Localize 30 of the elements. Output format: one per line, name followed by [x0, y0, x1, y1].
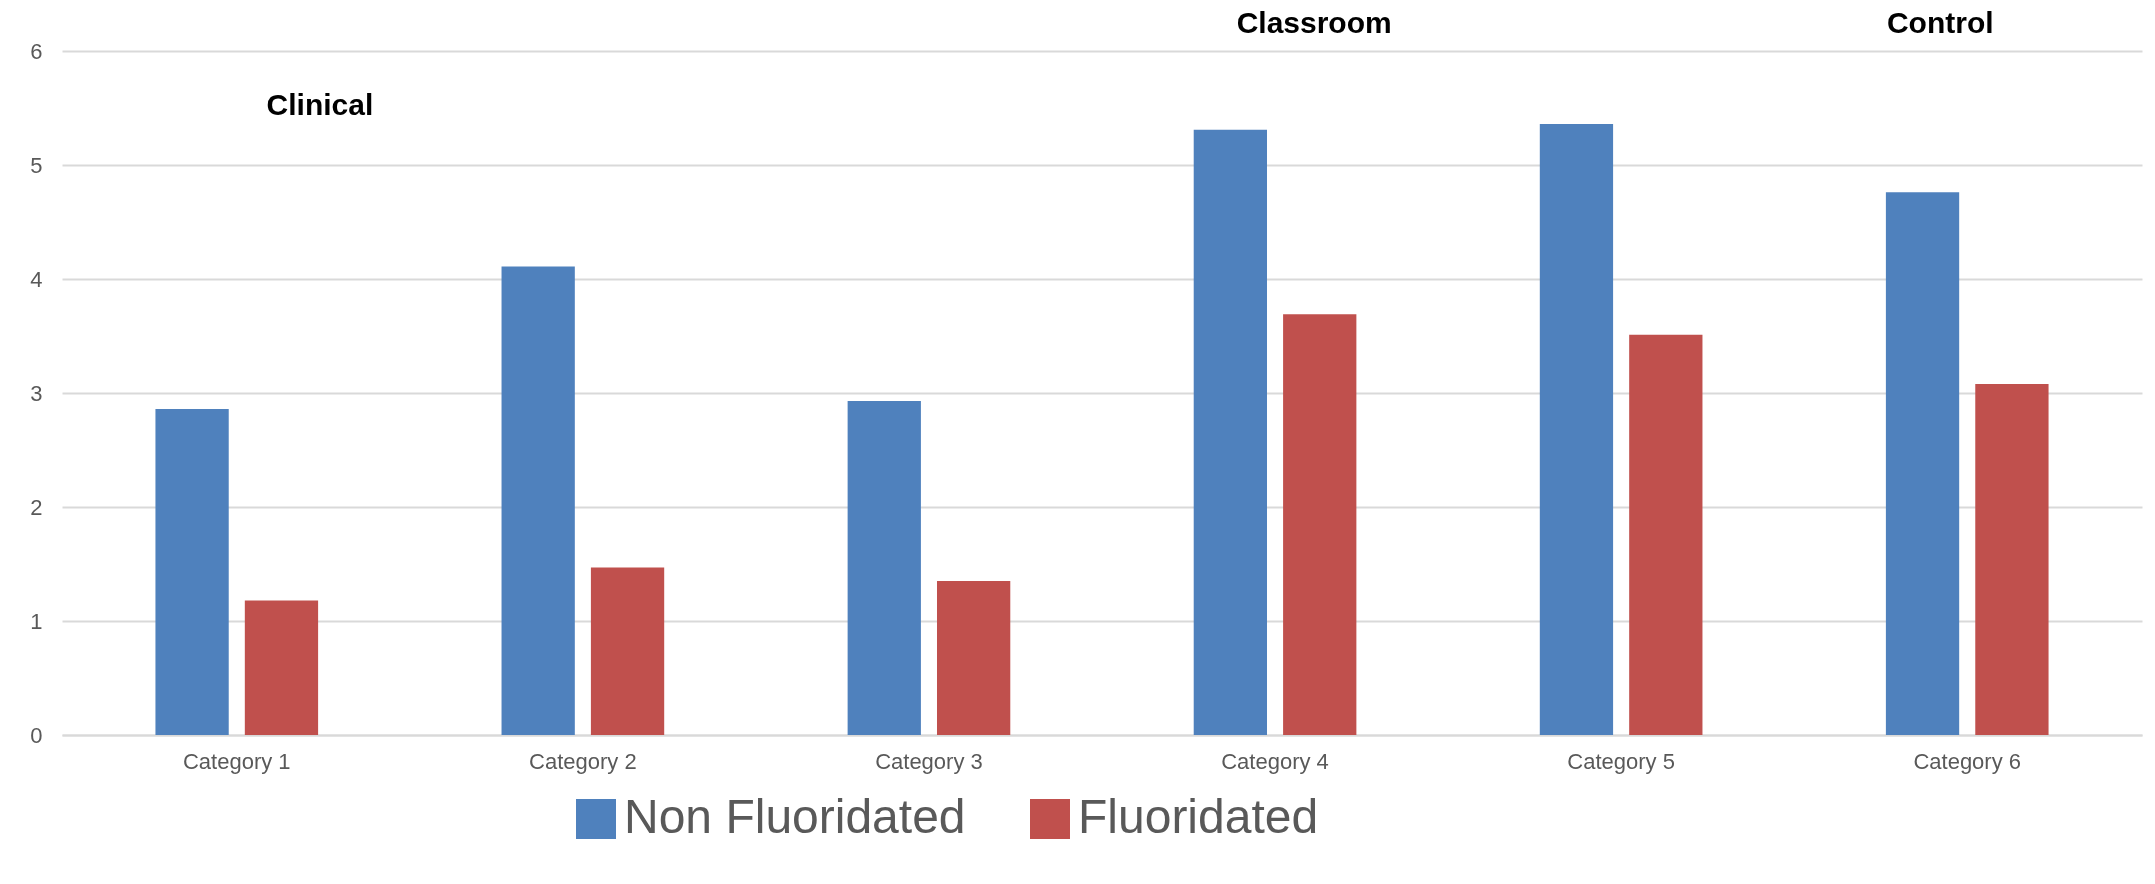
y-tick-label: 5 — [30, 152, 43, 178]
bar — [1193, 129, 1267, 735]
y-tick-label: 3 — [30, 380, 43, 406]
y-tick-label: 1 — [30, 608, 43, 634]
x-tick-label: Category 1 — [182, 748, 291, 774]
bar — [1539, 123, 1614, 735]
bar — [1283, 314, 1357, 735]
y-tick-label: 4 — [30, 266, 43, 292]
x-tick-label: Category 2 — [529, 748, 637, 774]
bar — [1885, 192, 1960, 735]
x-tick-label: Category 3 — [875, 748, 983, 774]
y-tick-label: 0 — [30, 722, 43, 748]
text: Control — [1886, 5, 1994, 39]
bar — [590, 567, 665, 735]
legend-label: Non Fluoridated — [624, 790, 966, 843]
bar — [155, 408, 229, 735]
bar — [1629, 334, 1703, 735]
x-tick-label: Category 5 — [1567, 748, 1675, 774]
x-tick-label: Category 6 — [1913, 748, 2022, 774]
bar — [1975, 383, 2049, 735]
bar — [847, 400, 921, 735]
bar — [937, 581, 1011, 735]
legend-label: Fluoridated — [1078, 790, 1319, 843]
annotation: Clinical — [266, 87, 374, 121]
x-tick-label: Category 4 — [1221, 748, 1329, 774]
bar — [244, 600, 319, 735]
text: Classroom — [1236, 5, 1392, 39]
y-tick-label: 2 — [30, 494, 43, 520]
y-tick-label: 6 — [30, 38, 43, 64]
bar — [501, 266, 575, 735]
